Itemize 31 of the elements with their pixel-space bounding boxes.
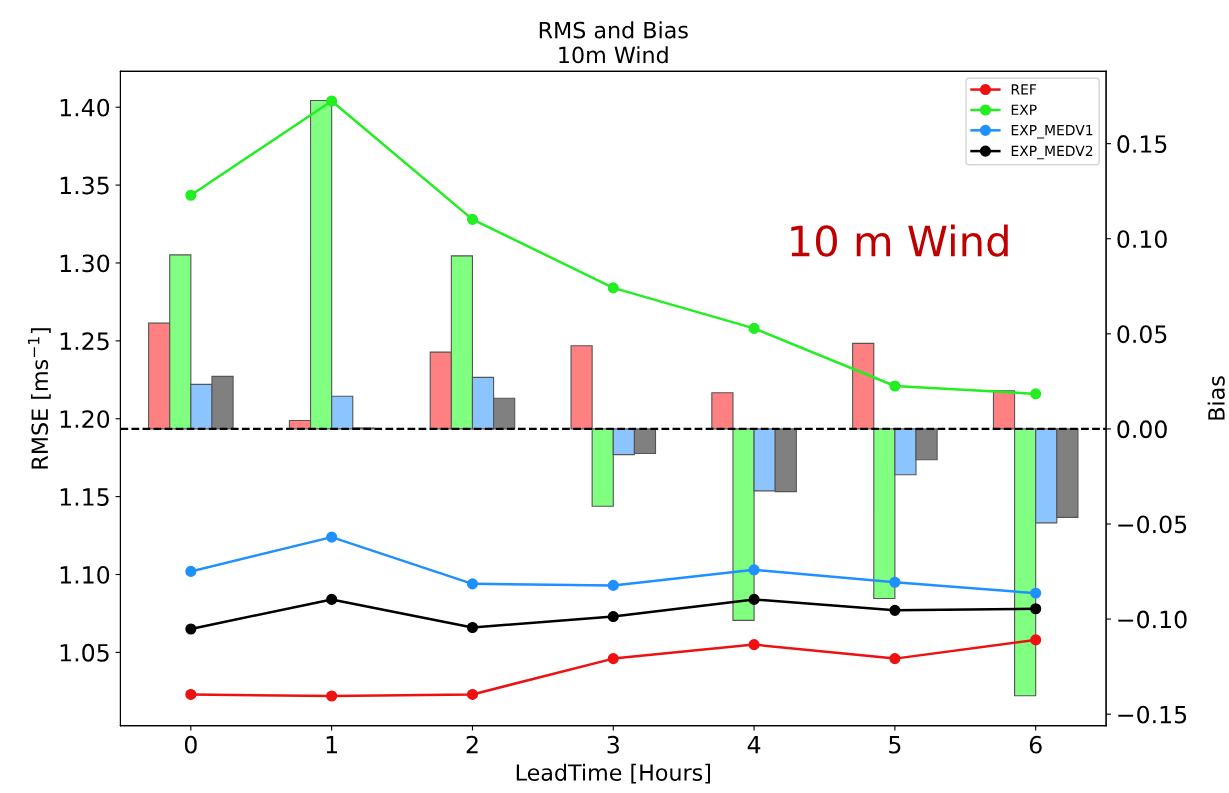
y-tick-label: 1.35 (60, 176, 109, 195)
legend-label: EXP_MEDV1 (1011, 125, 1093, 139)
y-tick-label: 1.15 (60, 488, 109, 506)
x-axis-title: LeadTime [Hours] (516, 763, 710, 784)
x-tick-label: 6 (1029, 735, 1042, 754)
y-tick-label: 1.05 (60, 643, 109, 662)
x-tick-label: 4 (747, 736, 761, 754)
y2-axis-title: Bias (1207, 376, 1225, 420)
legend-label: REF (1011, 84, 1037, 95)
annotation: 10 m Wind (791, 224, 1008, 257)
y-tick-label: 1.25 (60, 332, 109, 351)
y2-tick-label: 0.15 (1117, 135, 1167, 153)
y2-tick-label: 0.10 (1117, 230, 1167, 249)
x-tick-label: 2 (466, 735, 478, 754)
y-tick-label: 1.40 (60, 98, 110, 117)
y-tick-label: 1.20 (60, 410, 110, 429)
y2-tick-label: 0.05 (1117, 325, 1167, 344)
x-tick-label: 1 (326, 736, 337, 754)
legend-label: EXP_MEDV2 (1011, 145, 1093, 160)
x-tick-label: 3 (607, 735, 619, 754)
y-tick-label: 1.10 (60, 565, 110, 584)
legend-label: EXP (1011, 104, 1037, 115)
y2-tick-label: 0.00 (1117, 420, 1167, 439)
chart-title: RMS and Bias 10m Wind (539, 21, 688, 64)
y2-tick-label: −0.10 (1118, 610, 1187, 629)
x-tick-label: 0 (184, 735, 197, 754)
x-tick-label: 5 (889, 736, 901, 754)
y2-tick-label: −0.15 (1118, 705, 1187, 724)
y-tick-label: 1.30 (60, 254, 110, 273)
y2-tick-label: −0.05 (1118, 515, 1187, 534)
y-axis-title: RMSE [ms$^{−1}$] (27, 328, 51, 469)
